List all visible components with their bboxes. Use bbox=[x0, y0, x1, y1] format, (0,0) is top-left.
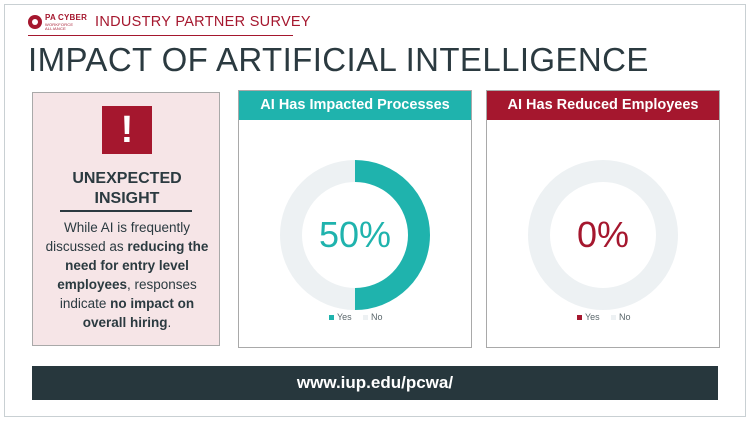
exclamation-icon: ! bbox=[120, 109, 134, 151]
processes-chart-title: AI Has Impacted Processes bbox=[239, 91, 471, 120]
donut-slice-no bbox=[280, 160, 430, 310]
employees-donut-chart: 0% Yes No bbox=[528, 160, 678, 322]
legend-swatch-no bbox=[363, 315, 368, 320]
insight-divider bbox=[60, 210, 192, 212]
employees-chart-panel: AI Has Reduced Employees 0% Yes No bbox=[486, 90, 720, 348]
insight-panel: ! UNEXPECTED INSIGHT While AI is frequen… bbox=[32, 92, 220, 346]
legend-swatch-yes bbox=[577, 315, 582, 320]
footer-url[interactable]: www.iup.edu/pcwa/ bbox=[296, 373, 454, 392]
logo-icon bbox=[28, 15, 42, 29]
legend-label-no: No bbox=[619, 312, 631, 322]
employees-chart-title: AI Has Reduced Employees bbox=[487, 91, 719, 120]
alert-badge: ! bbox=[102, 106, 152, 154]
title-divider bbox=[28, 35, 293, 36]
pa-cyber-logo: PA CYBER WORKFORCE ALLIANCE bbox=[28, 12, 89, 31]
slide-frame bbox=[4, 4, 746, 417]
insight-heading: UNEXPECTED INSIGHT bbox=[72, 170, 182, 207]
legend-swatch-yes bbox=[329, 315, 334, 320]
donut-center-label: 0% bbox=[577, 214, 629, 255]
header: PA CYBER WORKFORCE ALLIANCE INDUSTRY PAR… bbox=[28, 12, 311, 32]
insight-body: While AI is frequently discussed as redu… bbox=[45, 220, 209, 330]
processes-chart-panel: AI Has Impacted Processes 50% Yes No bbox=[238, 90, 472, 348]
logo-line1: PA CYBER bbox=[45, 12, 88, 22]
page-title: IMPACT OF ARTIFICIAL INTELLIGENCE bbox=[28, 41, 649, 78]
footer-bar: www.iup.edu/pcwa/ bbox=[32, 366, 718, 400]
processes-donut-chart: 50% Yes No bbox=[280, 160, 430, 322]
donut-slice-no bbox=[528, 160, 678, 310]
legend-label-yes: Yes bbox=[585, 312, 600, 322]
legend-label-no: No bbox=[371, 312, 383, 322]
legend-label-yes: Yes bbox=[337, 312, 352, 322]
survey-label: INDUSTRY PARTNER SURVEY bbox=[95, 14, 311, 30]
logo-line2: WORKFORCE ALLIANCE bbox=[45, 21, 74, 31]
donut-center-label: 50% bbox=[319, 214, 391, 255]
legend-swatch-no bbox=[611, 315, 616, 320]
